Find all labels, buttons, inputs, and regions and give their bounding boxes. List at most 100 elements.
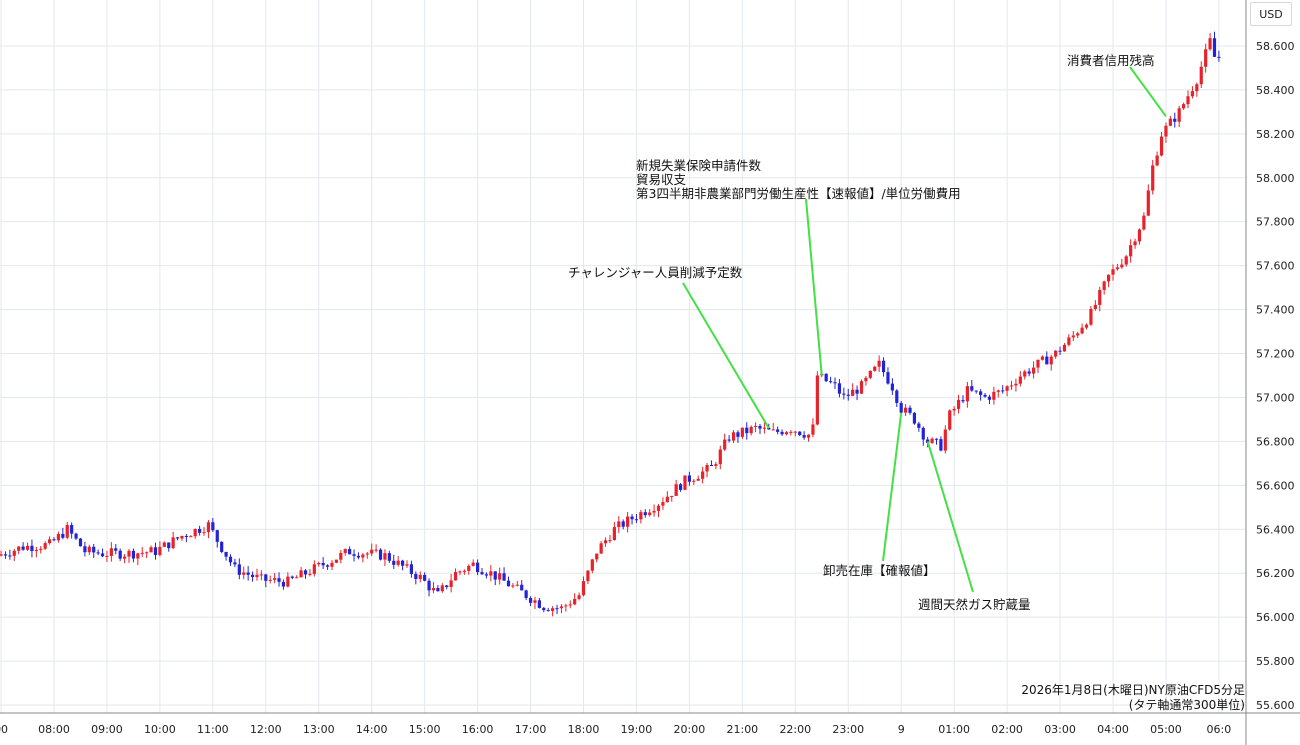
candle-up (705, 465, 709, 472)
candle-down (917, 423, 921, 428)
x-tick-label: 17:00 (515, 723, 547, 736)
candle-up (330, 562, 334, 567)
candle-up (793, 431, 797, 433)
candle-up (674, 484, 678, 496)
candle-up (255, 574, 259, 578)
y-tick-label: 57.600 (1256, 260, 1295, 273)
candle-down (520, 584, 524, 591)
candle-up (1137, 229, 1142, 242)
candle-down (798, 431, 802, 436)
candle-down (224, 551, 228, 557)
candle-up (370, 549, 374, 554)
candle-up (462, 570, 466, 572)
candle-up (1014, 383, 1018, 386)
y-tick-label: 58.600 (1256, 40, 1295, 53)
candle-up (952, 408, 956, 411)
candle-down (484, 574, 489, 576)
candle-down (524, 590, 528, 598)
candle-up (158, 546, 162, 556)
candle-up (109, 548, 113, 556)
candle-down (167, 542, 171, 549)
candle-up (661, 502, 665, 506)
candle-down (83, 546, 87, 553)
candle-down (70, 525, 74, 534)
candle-up (1036, 359, 1040, 368)
currency-button[interactable]: USD (1250, 2, 1292, 26)
y-tick-label: 58.000 (1256, 172, 1295, 185)
candle-up (498, 573, 502, 580)
candle-down (246, 572, 250, 575)
candle-up (656, 505, 661, 511)
candle-up (17, 546, 21, 551)
candle-down (92, 546, 96, 553)
candle-up (25, 545, 30, 550)
candle-down (1001, 390, 1005, 392)
candle-up (599, 543, 603, 554)
candle-up (1115, 267, 1120, 270)
candle-up (193, 529, 197, 537)
candle-up (87, 546, 91, 553)
x-tick-label: 05:00 (1150, 723, 1182, 736)
candle-down (96, 552, 100, 554)
candle-up (374, 549, 378, 551)
candle-up (34, 549, 38, 552)
y-tick-label: 56.400 (1256, 523, 1295, 536)
candle-up (789, 431, 793, 433)
x-tick-label: 08:00 (38, 723, 70, 736)
candle-up (1080, 327, 1084, 334)
candle-up (12, 550, 16, 556)
annotation-label: 第3四半期非農業部門労働生産性【速報値】/単位労働費用 (636, 186, 961, 201)
candle-up (595, 553, 599, 560)
y-tick-label: 56.600 (1256, 479, 1295, 492)
candle-down (829, 381, 833, 383)
y-tick-label: 56.800 (1256, 435, 1295, 448)
candle-down (678, 484, 683, 490)
candle-up (334, 559, 338, 563)
candle-down (643, 512, 647, 516)
annotation-label: チャレンジャー人員削減予定数 (568, 265, 743, 280)
x-tick-label: 21:00 (726, 723, 758, 736)
candle-down (1217, 56, 1221, 58)
candle-up (1076, 333, 1080, 336)
candle-up (1146, 190, 1150, 216)
candle-down (1027, 371, 1031, 374)
candle-up (806, 434, 811, 438)
y-axis-labels: 58.600 58.400 58.200 58.000 57.800 57.600 57.4… (1256, 40, 1295, 712)
candle-up (127, 550, 131, 557)
candle-down (175, 537, 180, 539)
candle-up (559, 606, 564, 609)
x-tick-label: 10:00 (144, 723, 176, 736)
candle-up (418, 574, 422, 579)
x-tick-label: 22:00 (779, 723, 811, 736)
candle-up (696, 478, 700, 481)
candle-up (1164, 125, 1168, 137)
annotation-label: 卸売在庫【確報値】 (823, 563, 936, 578)
candle-up (573, 598, 577, 605)
x-tick-label: 01:00 (938, 723, 970, 736)
candle-up (467, 565, 471, 571)
candle-up (859, 381, 864, 394)
x-tick-label: 06:0 (1207, 723, 1232, 736)
candle-down (502, 573, 506, 581)
candle-down (131, 550, 136, 559)
candle-up (1111, 269, 1115, 275)
annotation-leader (1129, 66, 1167, 117)
candle-up (930, 438, 934, 443)
candle-up (396, 560, 400, 565)
candle-down (184, 535, 188, 537)
candle-up (286, 576, 290, 587)
candle-up (1089, 308, 1093, 325)
annotation-leader (926, 441, 974, 593)
candle-up (996, 390, 1000, 392)
candle-down (3, 554, 8, 556)
candle-up (1084, 324, 1089, 328)
annotation-leader (805, 198, 823, 376)
candle-up (762, 427, 767, 429)
candle-down (546, 610, 550, 612)
candle-down (727, 439, 731, 441)
candle-up (440, 585, 444, 592)
y-tick-label: 57.400 (1256, 304, 1295, 317)
candle-up (815, 375, 819, 425)
candle-up (948, 410, 952, 430)
